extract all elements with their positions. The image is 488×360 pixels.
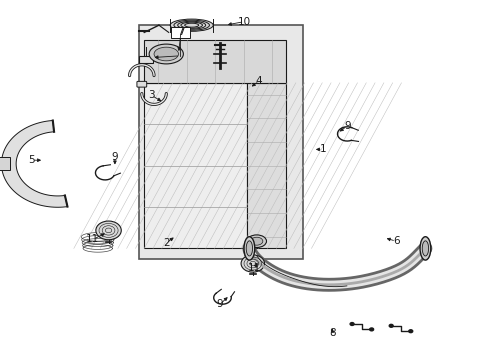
Polygon shape: [1, 121, 67, 207]
Text: 1: 1: [319, 144, 325, 154]
Circle shape: [369, 328, 373, 331]
Circle shape: [349, 323, 353, 325]
Ellipse shape: [170, 19, 213, 31]
Text: 9: 9: [216, 299, 223, 309]
Ellipse shape: [246, 241, 252, 256]
Circle shape: [388, 324, 392, 327]
Text: 9: 9: [111, 152, 118, 162]
Bar: [0, 157, 10, 170]
Ellipse shape: [246, 235, 266, 247]
Text: 5: 5: [28, 155, 35, 165]
Circle shape: [408, 330, 412, 333]
Text: 3: 3: [148, 90, 155, 100]
Ellipse shape: [244, 237, 254, 260]
Bar: [139, 25, 303, 259]
Text: 7: 7: [177, 27, 184, 37]
Bar: [144, 83, 246, 248]
Bar: [171, 27, 189, 38]
Bar: [144, 40, 285, 83]
Bar: [139, 56, 153, 63]
Circle shape: [96, 221, 121, 240]
Text: 10: 10: [238, 17, 250, 27]
Ellipse shape: [154, 47, 178, 61]
Text: 4: 4: [255, 76, 262, 86]
Text: 11: 11: [247, 263, 261, 273]
Text: 9: 9: [343, 121, 350, 131]
Text: 7: 7: [177, 27, 183, 37]
Text: 6: 6: [392, 236, 399, 246]
Ellipse shape: [419, 237, 430, 260]
Text: 11: 11: [86, 234, 100, 244]
Bar: [246, 83, 285, 248]
Text: 8: 8: [328, 328, 335, 338]
Circle shape: [241, 255, 264, 272]
Text: 2: 2: [163, 238, 169, 248]
Ellipse shape: [250, 237, 263, 245]
FancyBboxPatch shape: [137, 81, 146, 87]
Ellipse shape: [149, 44, 183, 64]
Ellipse shape: [421, 241, 427, 256]
